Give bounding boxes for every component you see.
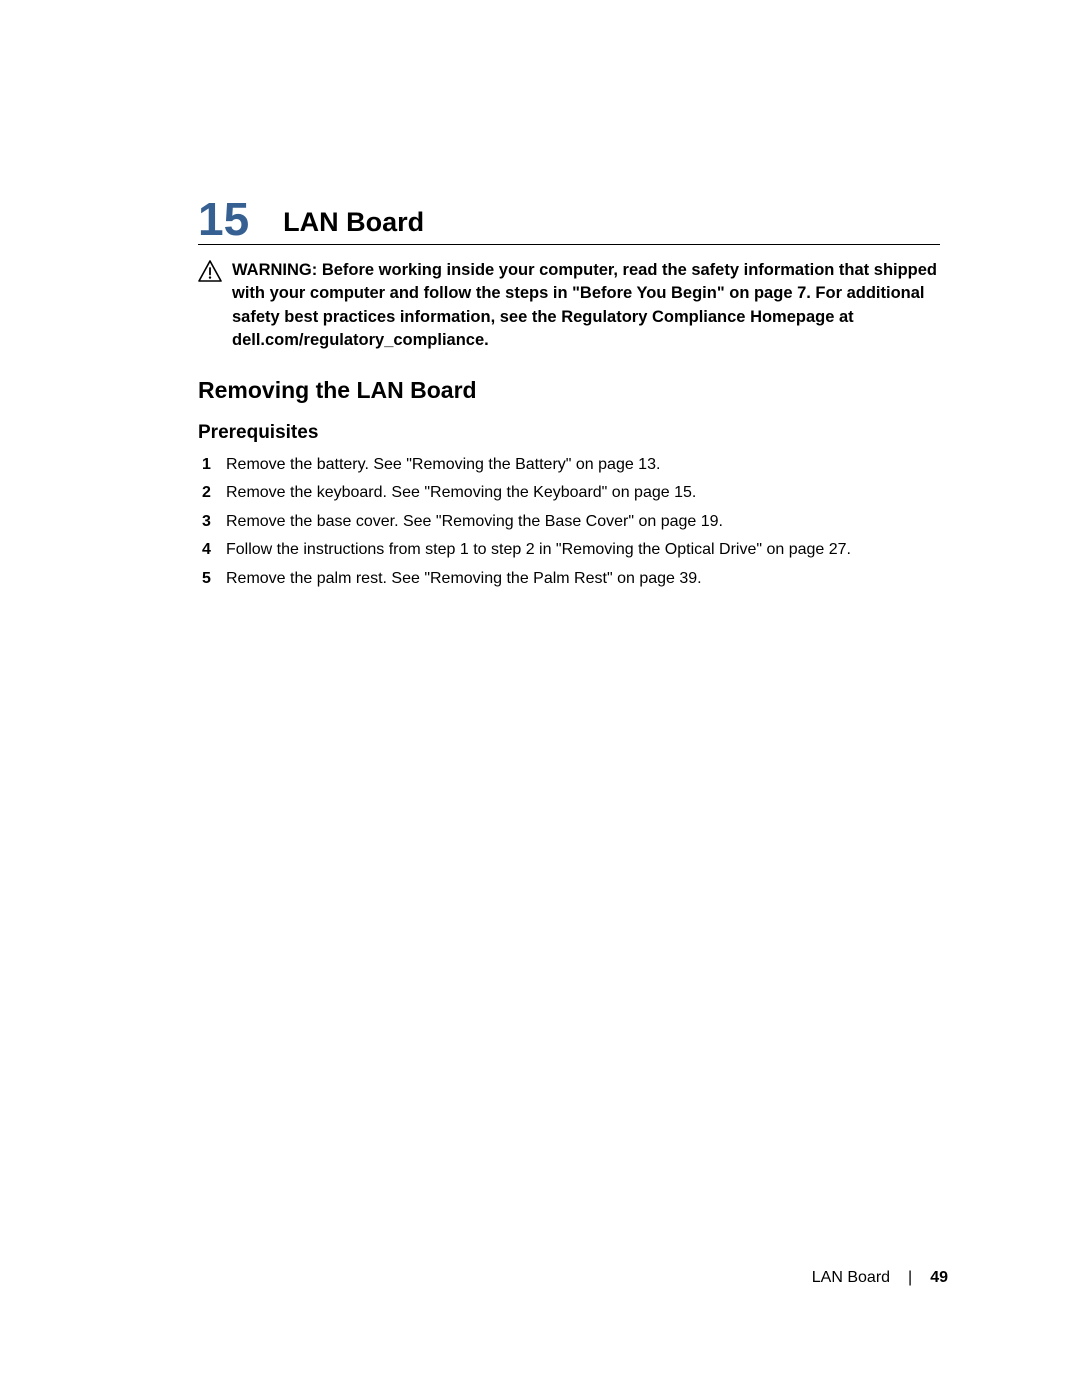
list-item: 1 Remove the battery. See "Removing the … xyxy=(198,454,940,476)
list-item: 2 Remove the keyboard. See "Removing the… xyxy=(198,482,940,504)
list-number: 4 xyxy=(198,539,226,561)
warning-text: WARNING: Before working inside your comp… xyxy=(232,259,940,353)
list-number: 3 xyxy=(198,511,226,533)
warning-icon xyxy=(198,260,222,287)
warning-block: WARNING: Before working inside your comp… xyxy=(198,259,940,353)
footer-title: LAN Board xyxy=(812,1269,890,1287)
document-page: 15 LAN Board WARNING: Before working ins… xyxy=(0,0,1080,590)
chapter-header: 15 LAN Board xyxy=(198,192,940,245)
footer-separator: | xyxy=(908,1269,912,1287)
section-heading: Removing the LAN Board xyxy=(198,377,940,404)
subsection-heading: Prerequisites xyxy=(198,422,940,444)
list-text: Remove the palm rest. See "Removing the … xyxy=(226,568,940,590)
chapter-title: LAN Board xyxy=(283,207,424,244)
page-footer: LAN Board | 49 xyxy=(812,1269,948,1287)
list-item: 4 Follow the instructions from step 1 to… xyxy=(198,539,940,561)
list-item: 3 Remove the base cover. See "Removing t… xyxy=(198,511,940,533)
chapter-number: 15 xyxy=(198,196,249,242)
footer-page-number: 49 xyxy=(930,1269,948,1287)
prerequisites-list: 1 Remove the battery. See "Removing the … xyxy=(198,454,940,590)
list-text: Follow the instructions from step 1 to s… xyxy=(226,539,940,561)
list-number: 5 xyxy=(198,568,226,590)
list-text: Remove the base cover. See "Removing the… xyxy=(226,511,940,533)
list-number: 2 xyxy=(198,482,226,504)
list-text: Remove the keyboard. See "Removing the K… xyxy=(226,482,940,504)
list-text: Remove the battery. See "Removing the Ba… xyxy=(226,454,940,476)
warning-body: Before working inside your computer, rea… xyxy=(232,261,937,349)
list-item: 5 Remove the palm rest. See "Removing th… xyxy=(198,568,940,590)
list-number: 1 xyxy=(198,454,226,476)
warning-label: WARNING: xyxy=(232,261,317,279)
